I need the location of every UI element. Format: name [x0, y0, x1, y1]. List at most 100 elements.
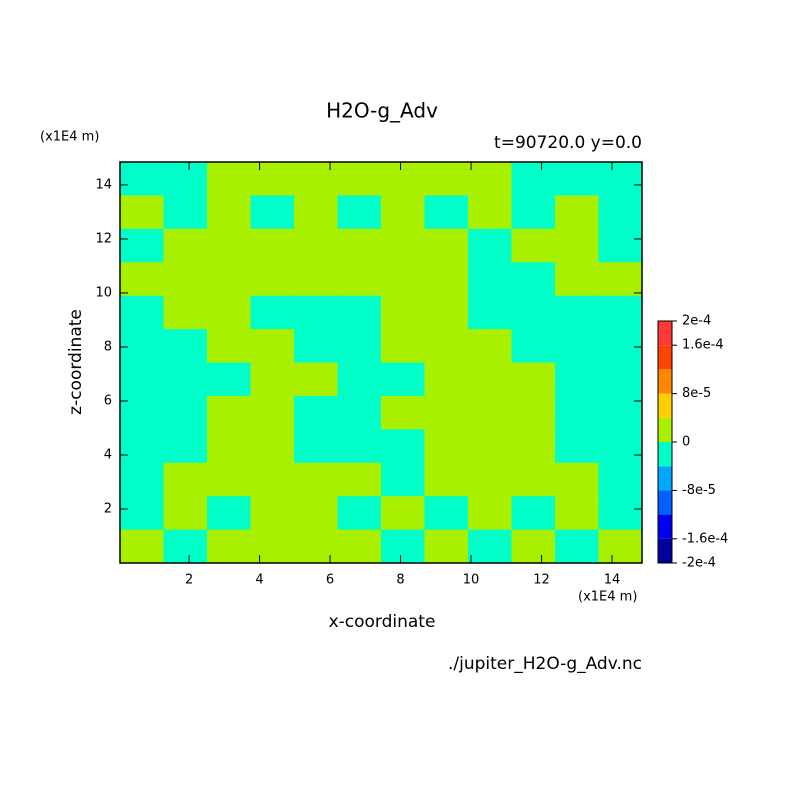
field-cell [207, 362, 251, 397]
field-cell [468, 429, 512, 464]
field-cell [207, 329, 251, 363]
field-cell [120, 162, 164, 196]
field-cell [511, 362, 556, 397]
field-cell [207, 496, 251, 531]
field-cell [337, 295, 382, 330]
x-tick-label: 10 [463, 573, 480, 588]
field-cell [294, 195, 338, 230]
field-cell [381, 228, 425, 263]
field-cell [555, 329, 599, 363]
colorbar-label: 0 [682, 435, 690, 450]
field-cell [163, 496, 208, 531]
field-cell [424, 295, 469, 330]
field-cell [598, 228, 643, 263]
field-cell [598, 195, 643, 230]
field-cell [163, 329, 208, 363]
colorbar-box [658, 393, 672, 418]
footer: ./jupiter_H2O-g_Adv.nc [448, 654, 642, 674]
field-cell [555, 295, 599, 330]
field-cell [294, 228, 338, 263]
field-cell [555, 162, 599, 196]
field-cell [468, 262, 512, 297]
field-cell [424, 529, 469, 564]
field-cell [337, 162, 382, 196]
field-cell [250, 329, 295, 363]
field-cell [381, 295, 425, 330]
field-cell [207, 295, 251, 330]
field-cell [294, 529, 338, 564]
field-cell [381, 496, 425, 531]
field-cell [511, 329, 556, 363]
field-cell [337, 462, 382, 497]
field-cell [163, 295, 208, 330]
field-cell [424, 228, 469, 263]
field-cell [555, 195, 599, 230]
field-cell [555, 262, 599, 297]
field-cell [163, 162, 208, 196]
field-cell [337, 262, 382, 297]
field-cell [250, 462, 295, 497]
field-cell [511, 529, 556, 564]
field-cell [207, 262, 251, 297]
field-cell [250, 262, 295, 297]
field-cell [598, 462, 643, 497]
field-cell [424, 462, 469, 497]
colorbar-box [658, 345, 672, 370]
field-cell [120, 529, 164, 564]
colorbar-label: 8e-5 [682, 386, 711, 401]
field-cell [207, 462, 251, 497]
field-cell [468, 462, 512, 497]
field-cell [555, 462, 599, 497]
field-cell [511, 462, 556, 497]
field-cell [424, 429, 469, 464]
field-cell [120, 362, 164, 397]
field-cell [294, 462, 338, 497]
field-cell [381, 262, 425, 297]
field-cell [468, 395, 512, 430]
field-cell [381, 429, 425, 464]
field-cell [337, 329, 382, 363]
field-cell [337, 496, 382, 531]
field-cell [337, 195, 382, 230]
field-cell [250, 429, 295, 464]
field-cell [337, 228, 382, 263]
field-cell [207, 429, 251, 464]
x-tick-label: 12 [533, 573, 550, 588]
x-tick-label: 4 [255, 573, 263, 588]
field-cell [250, 529, 295, 564]
y-tick-label: 10 [95, 285, 112, 300]
field-cell [294, 429, 338, 464]
field-cell [163, 429, 208, 464]
field-cell [598, 329, 643, 363]
field-cell [120, 228, 164, 263]
field-cell [250, 162, 295, 196]
field-cell [555, 362, 599, 397]
field-cell [381, 529, 425, 564]
y-tick-label: 4 [104, 447, 112, 462]
colorbar-label: 2e-4 [682, 314, 711, 329]
field-cell [294, 295, 338, 330]
field-cell [468, 228, 512, 263]
field-cell [337, 429, 382, 464]
field-cell [163, 195, 208, 230]
field-cell [511, 262, 556, 297]
field-cell [120, 496, 164, 531]
field-cell [598, 362, 643, 397]
field-cell [381, 362, 425, 397]
field-cell [381, 329, 425, 363]
colorbar-box [658, 538, 672, 563]
field-cell [250, 228, 295, 263]
colorbar-box [658, 417, 672, 442]
field-cell [381, 162, 425, 196]
field-cell [207, 529, 251, 564]
y-tick-label: 6 [104, 393, 112, 408]
field-cell [381, 462, 425, 497]
y-tick-label: 12 [95, 231, 112, 246]
plot-frame [119, 161, 643, 564]
field-cell [468, 496, 512, 531]
y-unit: (x1E4 m) [40, 130, 99, 145]
chart-subtitle: t=90720.0 y=0.0 [494, 133, 642, 153]
field-cell [468, 529, 512, 564]
field-cell [598, 496, 643, 531]
